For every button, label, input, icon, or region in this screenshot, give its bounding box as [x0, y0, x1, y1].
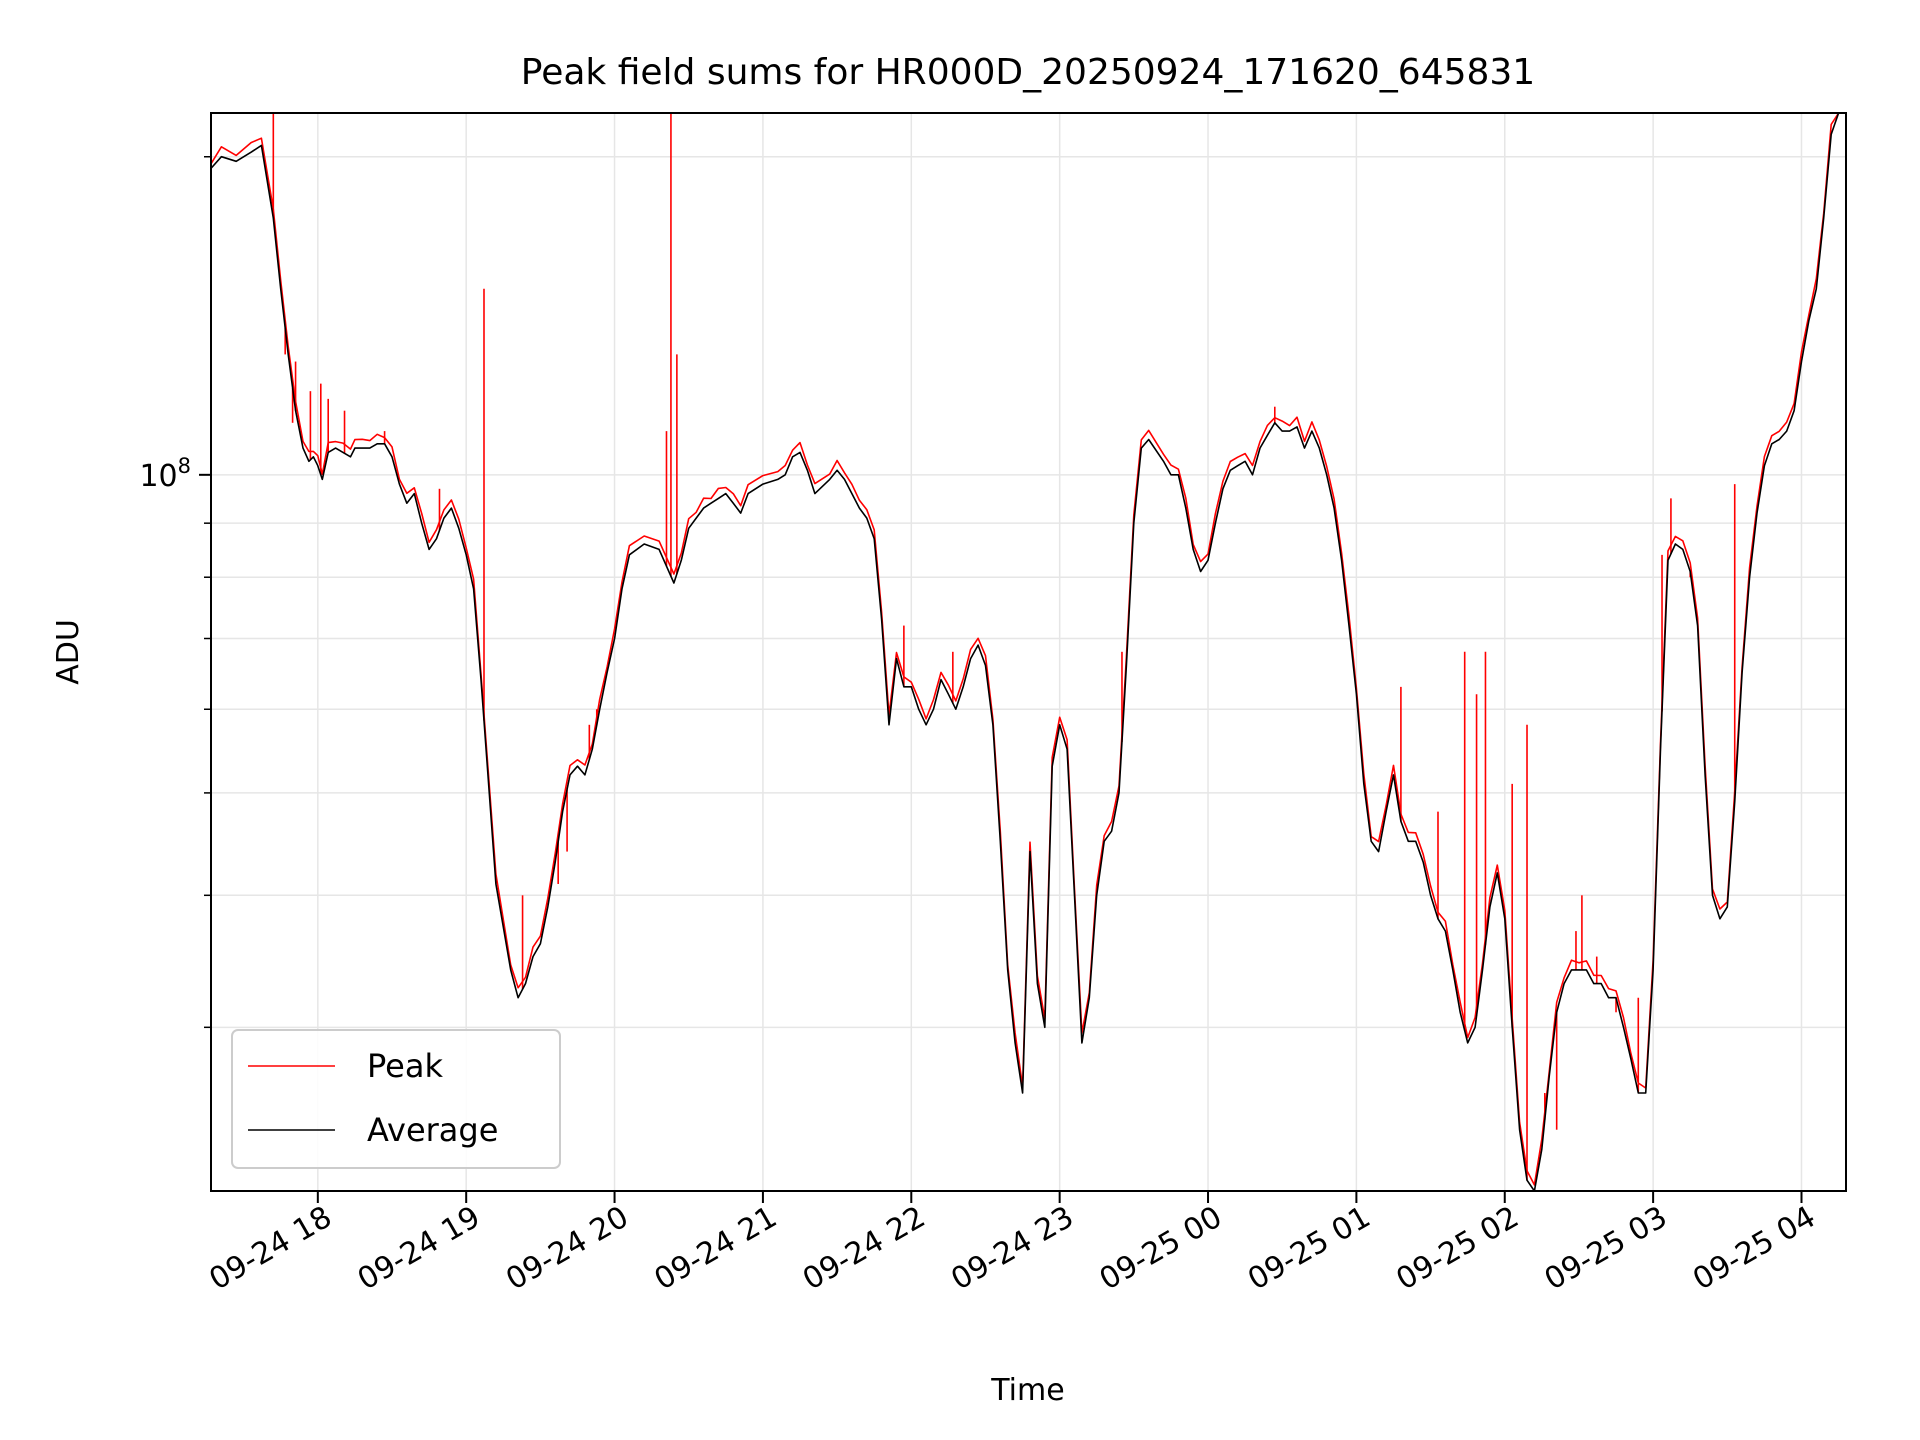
legend-peak-label: Peak [367, 1047, 443, 1085]
average-series-line [210, 112, 1846, 1192]
y-tick-label-exponent: 8 [178, 454, 191, 478]
y-tick-label: 108 [139, 454, 191, 494]
plot-area [210, 112, 1846, 1192]
legend-average-label: Average [367, 1111, 498, 1149]
grid [211, 113, 1846, 1191]
legend-box [231, 1029, 561, 1169]
chart-title: Peak field sums for HR000D_20250924_1716… [521, 52, 1535, 93]
y-tick-label-base: 10 [139, 459, 177, 494]
x-axis-label: Time [990, 1373, 1064, 1408]
legend: Peak Average [231, 1029, 561, 1169]
y-axis-label: ADU [51, 619, 86, 685]
plot-frame [210, 112, 1847, 1192]
